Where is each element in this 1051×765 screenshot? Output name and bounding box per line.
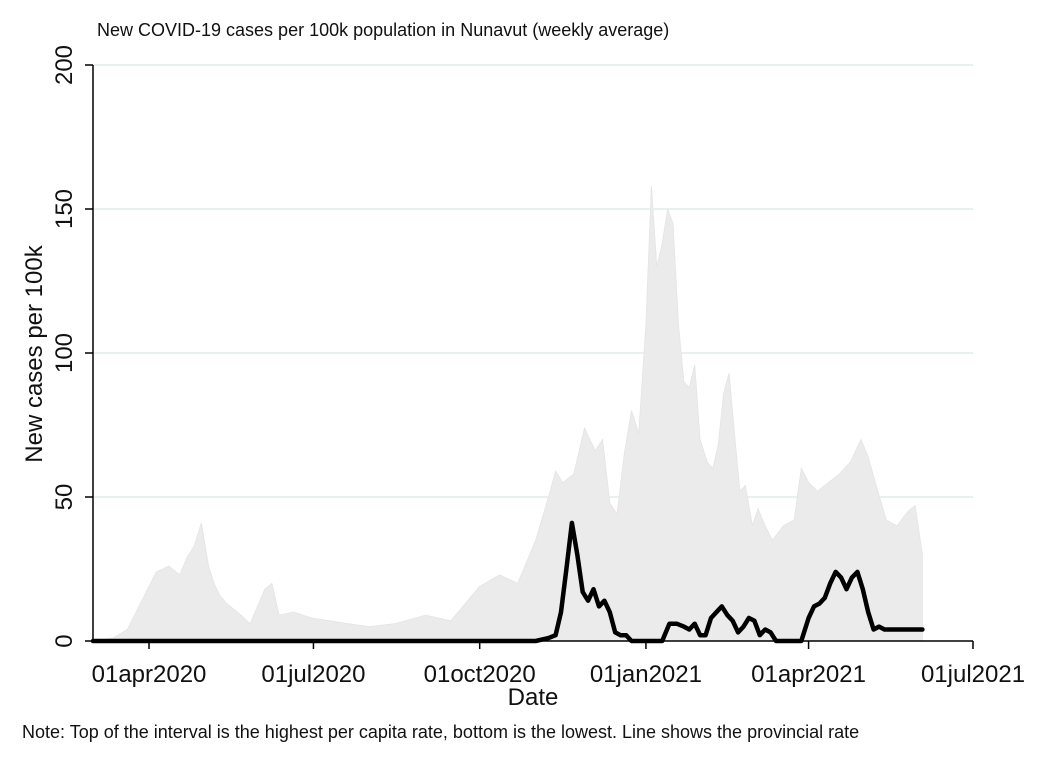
y-tick-label: 0	[51, 634, 78, 647]
provincial-rate-line	[90, 520, 925, 644]
chart-title: New COVID-19 cases per 100k population i…	[97, 20, 670, 40]
y-tick-label: 200	[51, 45, 78, 85]
x-tick-label: 01jul2020	[261, 661, 365, 688]
x-tick-label: 01apr2020	[92, 661, 207, 688]
provincial-line	[90, 520, 925, 644]
chart-note: Note: Top of the interval is the highest…	[22, 722, 860, 742]
x-axis-label: Date	[507, 684, 559, 711]
x-tick-label: 01apr2021	[751, 661, 866, 688]
y-axis-label: New cases per 100k	[21, 245, 48, 463]
y-tick-label: 150	[51, 189, 78, 229]
range-band	[92, 185, 923, 642]
x-tick-label: 01oct2020	[424, 661, 536, 688]
grid-lines	[93, 64, 973, 498]
x-tick-label: 01jul2021	[921, 661, 1025, 688]
y-tick-label: 100	[51, 333, 78, 373]
axes: 0 50 100 150 200 01apr2020 01jul2020 01oct2020 0…	[51, 45, 1025, 688]
y-tick-label: 50	[51, 484, 78, 511]
x-tick-label: 01jan2021	[590, 661, 702, 688]
range-band-area	[92, 185, 923, 642]
